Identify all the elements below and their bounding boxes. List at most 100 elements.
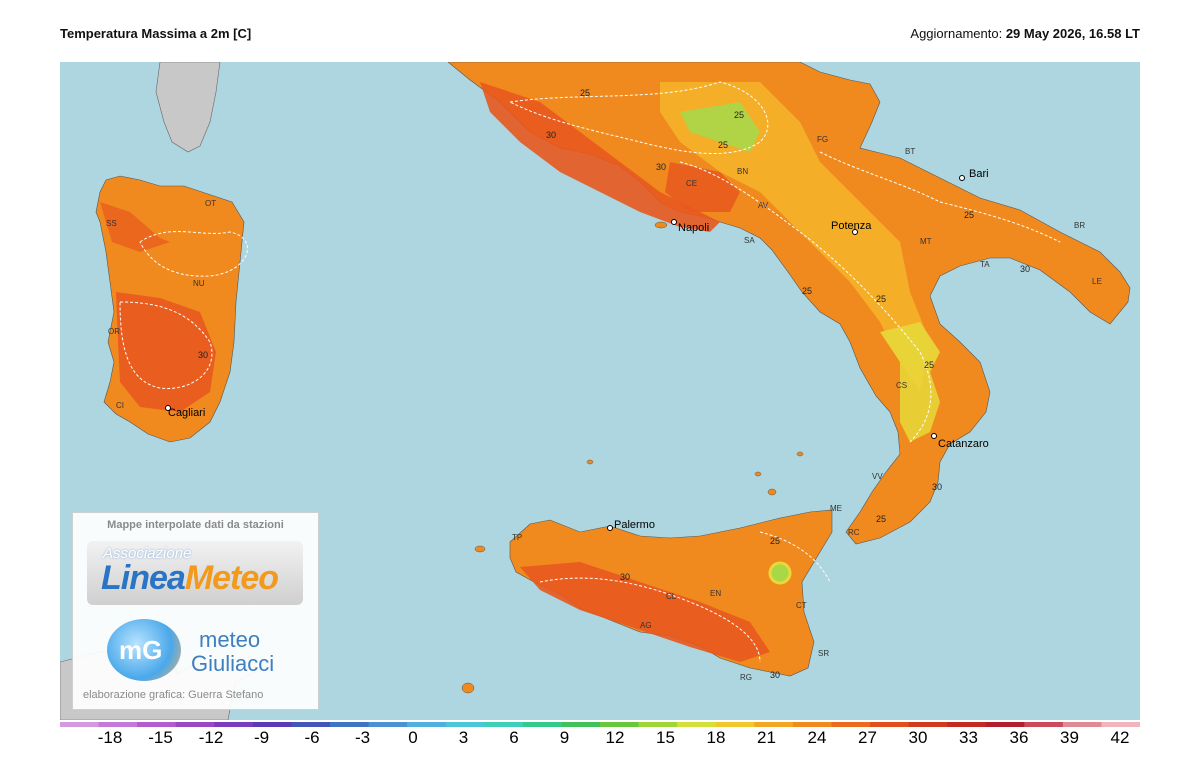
palermo-marker: [607, 525, 613, 531]
province-code: OR: [108, 327, 120, 336]
colorbar-tick-label: 15: [656, 728, 675, 747]
bari-marker: [959, 175, 965, 181]
catanzaro-marker: [931, 433, 937, 439]
lineameteo-name: LineaMeteo: [101, 559, 279, 598]
island-ischia: [654, 221, 668, 229]
colorbar-segment: [522, 722, 562, 727]
isotherm-label: 25: [924, 360, 934, 370]
province-code: TP: [512, 533, 522, 542]
colorbar-tick-label: 9: [559, 728, 570, 747]
mainland-green-zone-2: [880, 322, 940, 372]
colorbar-segment: [1024, 722, 1064, 727]
isotherm-label: 25: [876, 294, 886, 304]
colorbar-segment: [792, 722, 832, 727]
province-code: VV: [872, 472, 883, 481]
colorbar-tick-label: 6: [509, 728, 519, 747]
colorbar-segment: [908, 722, 948, 727]
isotherm-label: 25: [734, 110, 744, 120]
sicily-hot-zone: [520, 562, 770, 662]
campania-hot: [665, 162, 740, 212]
colorbar-tick-label: 0: [408, 728, 418, 747]
province-code: RC: [848, 528, 860, 537]
isotherm-label: 25: [964, 210, 974, 220]
isotherm-label: 25: [718, 140, 728, 150]
isotherm-label: 30: [656, 162, 666, 172]
logo-credit: elaborazione grafica: Guerra Stefano: [83, 689, 264, 701]
colorbar-segment: [368, 722, 408, 727]
province-code: OT: [205, 199, 216, 208]
colorbar-segment: [484, 722, 524, 727]
lineameteo-assoc-text: Associazione: [103, 545, 192, 562]
etna-cool: [768, 561, 792, 585]
colorbar-tick-label: -6: [304, 728, 320, 747]
province-code: MT: [920, 237, 932, 246]
province-code: BT: [905, 147, 915, 156]
colorbar-segment: [561, 722, 601, 727]
colorbar-tick-label: -18: [97, 728, 123, 747]
mainland-green-zone: [680, 102, 760, 152]
colorbar-segment: [754, 722, 794, 727]
city-labels: Bari Napoli Potenza Cagliari Catanzaro P…: [168, 168, 989, 531]
meteogiuliacci-word2[interactable]: Giuliacci: [191, 651, 275, 676]
lineameteo-name-part1: Linea: [101, 559, 186, 597]
colorbar-segment: [137, 722, 177, 727]
colorbar-segment: [98, 722, 138, 727]
isotherm-label: 25: [802, 286, 812, 296]
province-code: AV: [758, 201, 769, 210]
colorbar-segment: [715, 722, 755, 727]
isotherm-label: 30: [198, 350, 208, 360]
isotherm-label: 30: [546, 130, 556, 140]
island-pantelleria: [461, 682, 475, 694]
province-code: CI: [116, 401, 124, 410]
province-code: SR: [818, 649, 829, 658]
isotherm-label: 25: [876, 514, 886, 524]
province-code: AG: [640, 621, 652, 630]
colorbar-segment: [445, 722, 485, 727]
colorbar-tick-label: 36: [1009, 728, 1029, 747]
island-egadi: [474, 545, 486, 553]
isotherm-label: 30: [620, 572, 630, 582]
cagliari-marker: [165, 405, 171, 411]
province-code: FG: [817, 135, 828, 144]
province-code: SA: [744, 236, 755, 245]
colorbar-tick-label: -3: [354, 728, 371, 747]
lineameteo-logo[interactable]: Associazione LineaMeteo: [87, 541, 303, 605]
isotherm-labels: 25 25 25 25 25 25 25 25 25 30 30 30 30 3…: [198, 88, 1030, 680]
colorbar-segment: [677, 722, 717, 727]
colorbar-tick-label: 21: [757, 728, 776, 747]
potenza-marker: [852, 229, 858, 235]
colorbar-segment: [407, 722, 447, 727]
update-label: Aggiornamento:: [910, 26, 1003, 41]
colorbar-tick-label: 27: [858, 728, 877, 747]
colorbar-segment: [831, 722, 871, 727]
colorbar-tick-label: -15: [148, 728, 173, 747]
province-code: CL: [666, 592, 677, 601]
lineameteo-name-part2: Meteo: [184, 559, 279, 597]
isotherm-label: 25: [580, 88, 590, 98]
colorbar-tick-label: -9: [253, 728, 270, 747]
province-code: RG: [740, 673, 752, 682]
isotherm-lines: [119, 81, 1061, 663]
update-timestamp: Aggiornamento: 29 May 2026, 16.58 LT: [910, 26, 1140, 41]
province-code: CS: [896, 381, 907, 390]
mg-initials: mG: [119, 635, 163, 665]
province-code: BR: [1074, 221, 1085, 230]
colorbar-segment: [1101, 722, 1140, 727]
meteogiuliacci-icon: mG: [107, 619, 181, 681]
city-label: Napoli: [678, 222, 709, 234]
colorbar-segment: [1062, 722, 1102, 727]
mainland-cool-interior: [660, 82, 930, 392]
colorbar-tick-label: 12: [605, 728, 625, 747]
colorbar-segment: [214, 722, 254, 727]
colorbar-tick-label: 30: [908, 728, 928, 747]
colorbar-labels: -18 -15 -12 -9 -6 -3 0 3 6 9 12 15 18 21 24 27 30 33 36 39 4…: [60, 728, 1140, 750]
colorbar-tick-label: -12: [198, 728, 224, 747]
map-canvas: Bari Napoli Potenza Cagliari Catanzaro P…: [60, 62, 1131, 720]
colorbar-tick-label: 33: [959, 728, 978, 747]
city-label: Catanzaro: [938, 438, 989, 450]
mainland-hot-coast: [480, 82, 720, 232]
map-title: Temperatura Massima a 2m [C]: [60, 26, 252, 41]
meteogiuliacci-word1[interactable]: meteo: [199, 627, 261, 652]
province-codes: FG BT BN CE AV SA MT TA BR LE SS OT NU O…: [106, 135, 1102, 682]
colorbar-segment: [985, 722, 1025, 727]
